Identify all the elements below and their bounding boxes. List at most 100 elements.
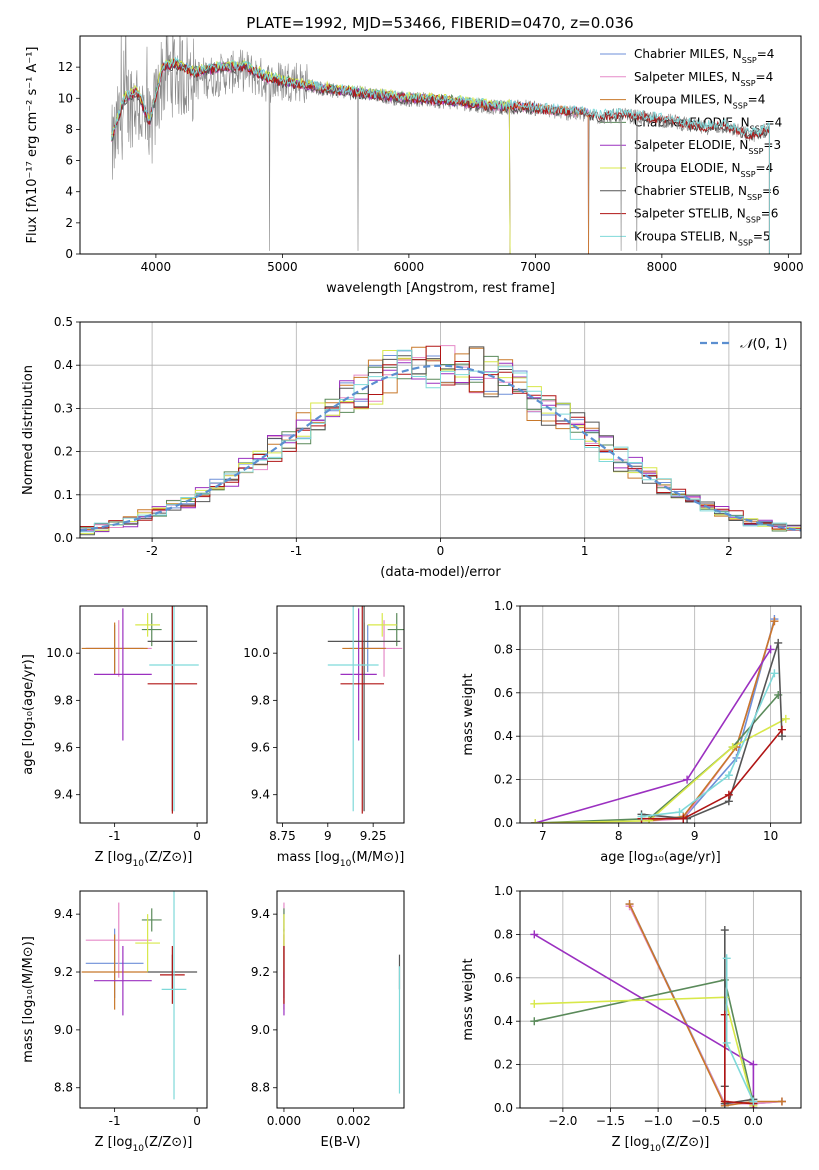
y-tick-label: 8.8 [251,1081,270,1095]
mass-weight-marker [777,1097,786,1106]
legend-label-part: Chabrier STELIB, N [634,184,747,198]
y-tick-label: 9.4 [251,907,270,921]
legend-label-sub: SSP [741,78,756,87]
y-tick-label: 9.2 [54,965,73,979]
y-tick-label: 2 [65,216,73,230]
mass-weight-marker [722,1038,731,1047]
mass-weight-line [628,903,782,1107]
mass-weight-marker [679,814,688,823]
mass-weight-line [725,958,755,1102]
mass-vs-ebv-axes: 0.000 0.002 8.8 9.0 9.2 9.4 E(B-V) [251,890,405,1150]
legend-label: Chabrier STELIB, NSSP=6 [634,184,780,202]
y-tick-label: 9.8 [54,693,73,707]
x-axis-label-sub: 10 [340,859,352,869]
legend-label-sub: SSP [742,56,757,65]
x-axis-label-part: (Z/Z⊙)] [144,1135,192,1150]
legend-label-sub: SSP [741,170,756,179]
mass-weight-marker [770,669,779,678]
mass-weight-marker [770,617,779,626]
legend-label-part: =4 [748,93,766,107]
x-tick-label: 10 [763,829,778,843]
legend-label: Salpeter ELODIE, NSSP=3 [634,138,781,156]
x-axis-label: (data-model)/error [380,565,501,580]
legend-label-part: Chabrier MILES, N [634,47,742,61]
legend-label-part: =4 [756,161,774,175]
y-axis-label: Flux [fλ10⁻¹⁷ erg cm⁻² s⁻¹ A⁻¹] [25,47,40,244]
x-axis-label-sub: 10 [133,1144,145,1154]
x-tick-label: 7 [539,829,547,843]
axes-frame [79,321,802,539]
plot-area [81,891,198,1100]
mass-weight-marker [722,954,731,963]
mass-weight-marker [774,638,783,647]
legend-label-part: =3 [763,138,781,152]
y-tick-label: 9.0 [54,1023,73,1037]
legend-label-part: Salpeter ELODIE, N [634,138,748,152]
y-tick-label: 0.3 [54,401,73,415]
mass-weight-marker [766,645,775,654]
reference-legend-label: 𝒩(0, 1) [740,337,787,352]
x-tick-label: 9 [691,829,699,843]
x-axis-label: Z [log10(Z/Z⊙)] [95,1135,193,1154]
mass-weight-marker [724,771,733,780]
x-tick-label: 6000 [394,260,425,274]
x-tick-label: 1 [581,544,589,558]
plot-area [80,345,801,536]
mass-weight-marker [749,1097,758,1106]
y-tick-label: 0.0 [494,1101,513,1115]
y-axis-label: mass weight [461,673,476,755]
x-axis-label-part: (Z/Z⊙)] [144,850,192,865]
mass-weight-marker [675,808,684,817]
legend-label-part: Kroupa MILES, N [634,93,733,107]
mass-weight-marker [720,1097,729,1106]
mass-weight-marker [683,775,692,784]
normal-distribution-curve [80,364,801,532]
y-tick-label: 9.0 [251,1023,270,1037]
y-tick-label: 0.4 [54,358,73,372]
age-vs-mass-axes: 8.75 9 9.25 9.4 9.6 9.8 10.0 mass [log10(M/M⊙)] [243,605,405,869]
y-tick-label: 9.6 [54,741,73,755]
x-tick-label: 2 [725,544,733,558]
plot-area [81,606,199,814]
mass-weight-marker [530,1017,539,1026]
y-tick-label: 10.0 [46,646,73,660]
x-tick-label: 8 [615,829,623,843]
x-tick-label: 7000 [520,260,551,274]
mass-weight-marker [637,812,646,821]
plot-area [111,36,770,254]
legend-label: Kroupa MILES, NSSP=4 [634,93,765,111]
x-axis-label-part: mass [log [277,850,340,865]
spectrum-axes: 4000 5000 6000 7000 8000 9000 0 2 4 6 8 10 12 wavelen… [25,35,804,296]
x-tick-label: -1 [290,544,302,558]
y-tick-label: 0.8 [494,927,513,941]
y-tick-label: 1.0 [494,599,513,613]
x-axis-label-sub: 10 [133,859,145,869]
x-tick-label: 0 [437,544,445,558]
x-tick-label: 0 [193,829,201,843]
mass-weight-marker [781,714,790,723]
legend-label: Kroupa ELODIE, NSSP=4 [634,161,773,179]
y-tick-label: 0.1 [54,488,73,502]
y-tick-label: 0.6 [494,686,513,700]
legend-label-sub: SSP [733,101,748,110]
y-tick-label: 0.0 [494,816,513,830]
x-tick-label: -1 [109,829,121,843]
x-axis-label-part: (M/M⊙)] [351,850,404,865]
y-tick-label: 9.4 [54,788,73,802]
y-tick-label: 0.4 [494,1014,513,1028]
y-tick-label: 0.8 [494,642,513,656]
figure-title: PLATE=1992, MJD=53466, FIBERID=0470, z=0… [246,14,633,32]
mass-weight-line [641,672,776,818]
mass-weight-line [535,718,787,823]
x-tick-label: 0.0 [744,1114,763,1128]
x-tick-label: 5000 [267,260,298,274]
mass-weight-marker [720,1010,729,1019]
axes-frame [519,605,802,824]
y-tick-label: 9.6 [251,741,270,755]
model-spectrum-line [111,56,770,254]
legend-label-part: =4 [757,47,775,61]
x-axis-label-part: Z [log [95,1135,133,1150]
mass-weight-marker [749,1060,758,1069]
axes-frame [79,605,208,824]
